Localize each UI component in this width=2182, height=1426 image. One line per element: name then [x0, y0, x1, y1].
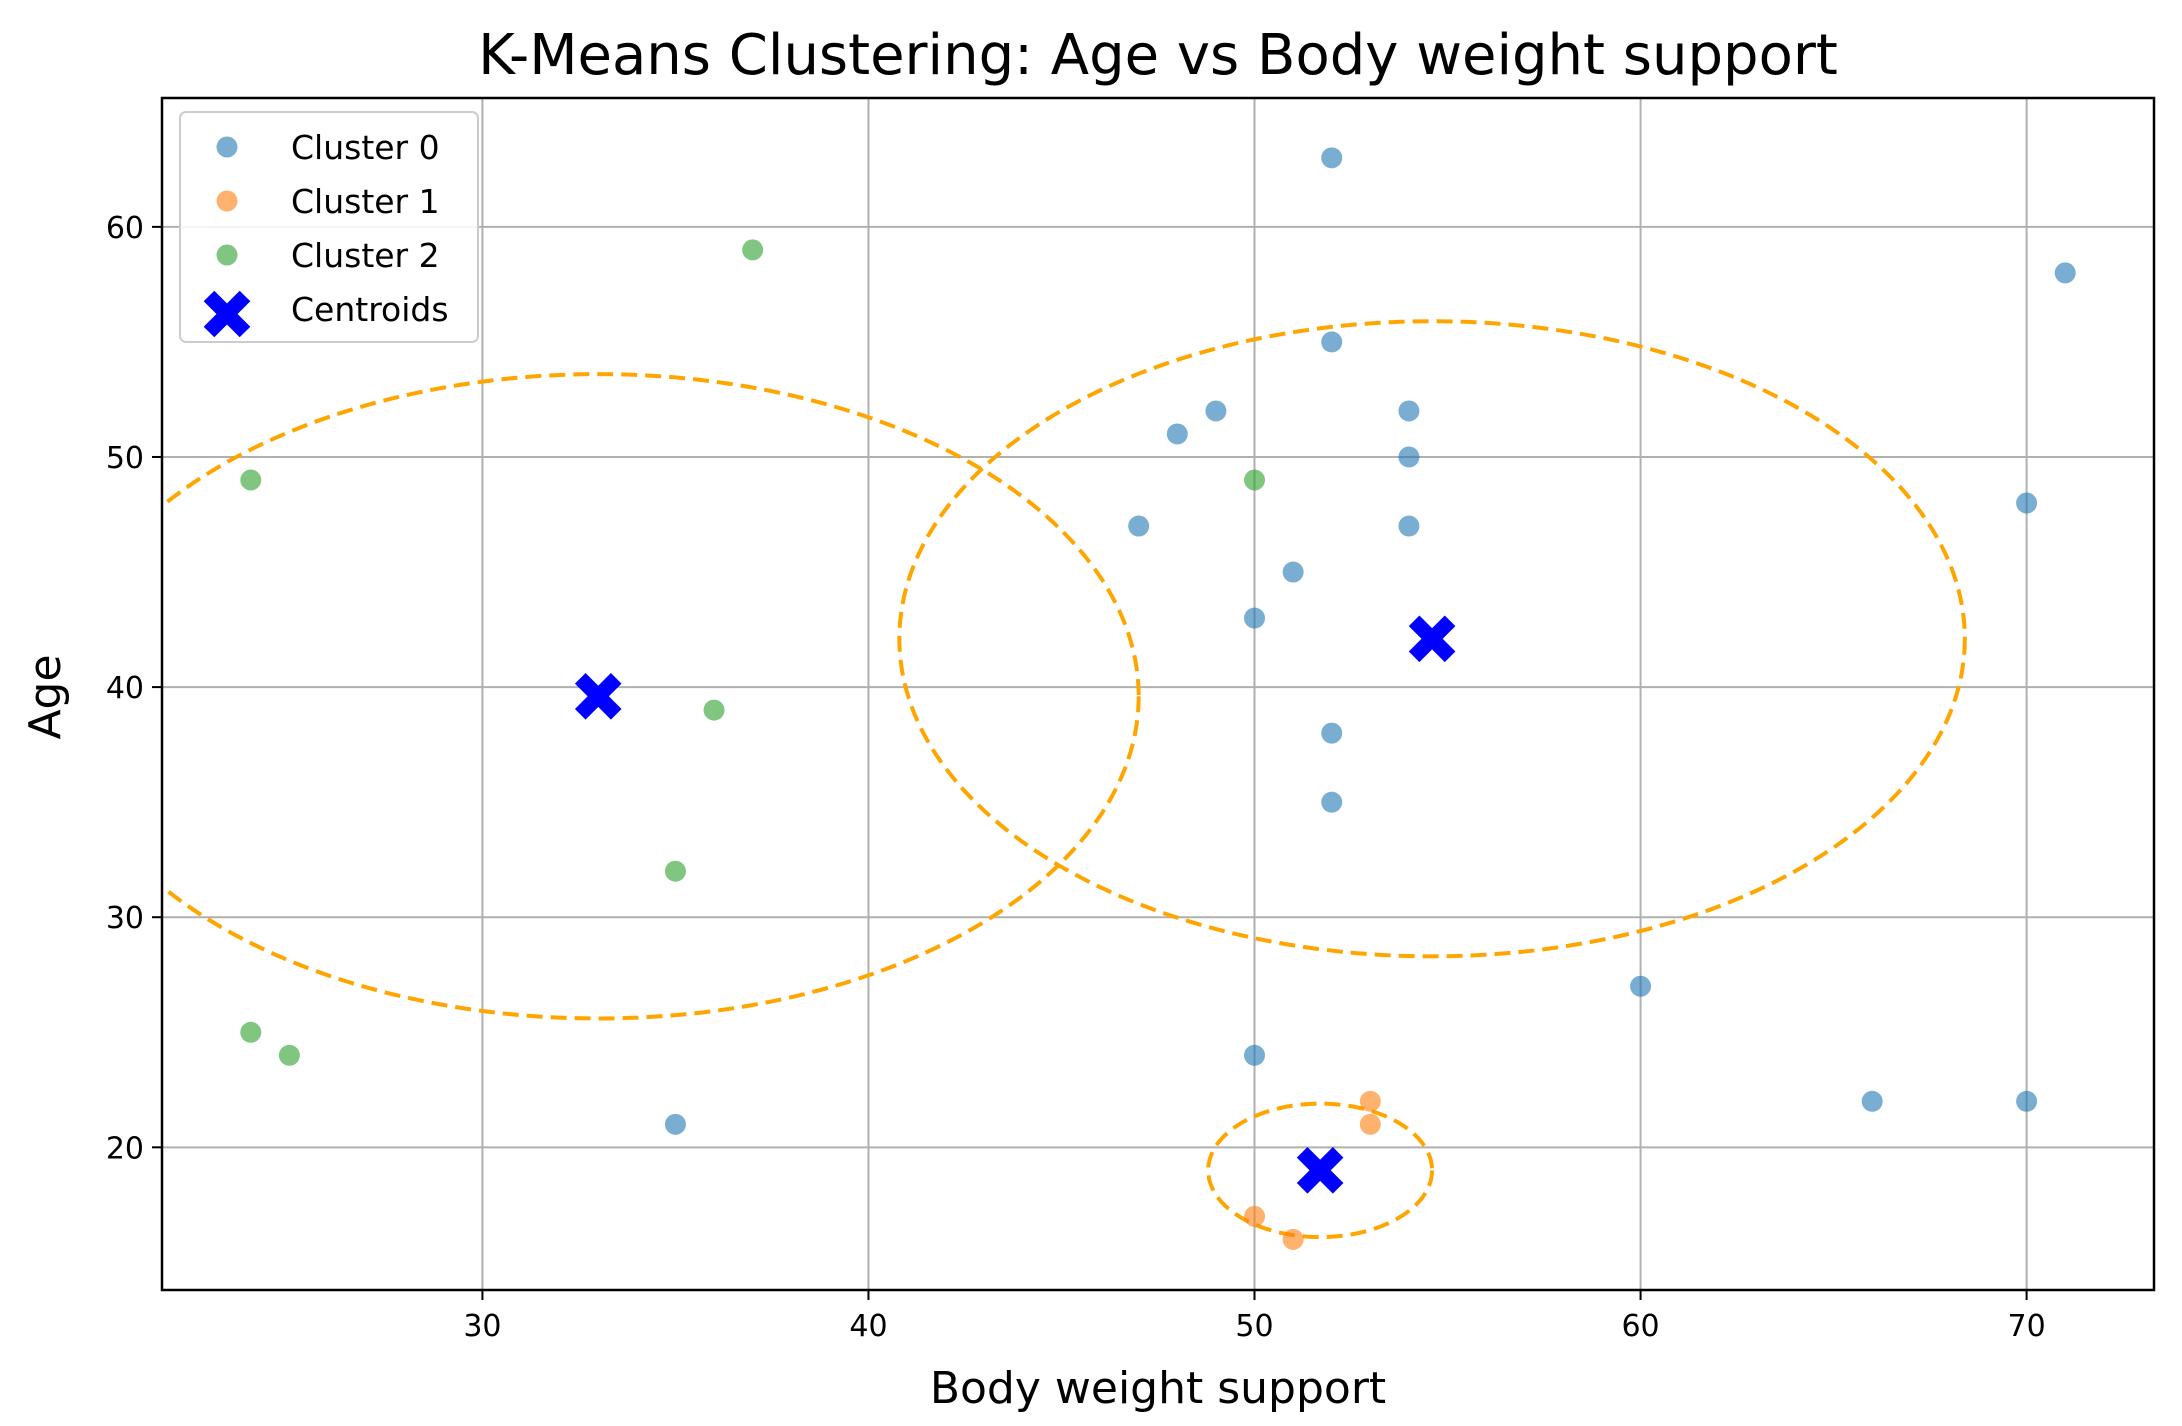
cluster-1-point	[1244, 1205, 1266, 1227]
cluster-1-point	[1282, 1228, 1304, 1250]
cluster-0-point	[1205, 400, 1227, 422]
cluster-ellipse	[1206, 1101, 1435, 1240]
cluster-0-point	[1128, 515, 1150, 537]
legend-marker	[216, 190, 238, 212]
y-axis-label: Age	[20, 654, 71, 739]
cluster-0-point	[1398, 400, 1420, 422]
x-tick-label: 60	[1621, 1309, 1659, 1344]
y-tick-label: 40	[106, 671, 144, 706]
cluster-2-point	[278, 1044, 300, 1066]
legend-marker	[216, 136, 238, 158]
cluster-0-point	[1166, 423, 1188, 445]
grid	[162, 98, 2154, 1290]
centroid-marker	[1296, 1147, 1344, 1194]
data-points	[240, 147, 2076, 1250]
cluster-2-point	[664, 860, 686, 882]
plot-area-frame	[160, 96, 2156, 1292]
cluster-2-point	[240, 1021, 262, 1043]
legend-centroid-marker	[203, 290, 251, 338]
cluster-0-point	[2016, 492, 2038, 514]
cluster-0-point	[1398, 446, 1420, 468]
cluster-0-point	[1244, 607, 1266, 629]
x-tick-label: 40	[849, 1309, 887, 1344]
y-tick-label: 20	[106, 1131, 144, 1166]
x-tick-label: 30	[463, 1309, 501, 1344]
y-tick-label: 60	[106, 211, 144, 246]
centroid-marker	[1408, 615, 1456, 663]
legend-label: Cluster 2	[291, 236, 440, 275]
cluster-0-point	[1282, 561, 1304, 583]
cluster-ellipses	[162, 319, 1967, 1240]
cluster-0-point	[1321, 722, 1343, 744]
legend-label: Cluster 1	[291, 182, 440, 221]
cluster-0-point	[1321, 147, 1343, 169]
centroid-markers	[574, 615, 1456, 1194]
cluster-1-point	[1359, 1090, 1381, 1112]
cluster-0-point	[1321, 791, 1343, 813]
cluster-2-point	[240, 469, 262, 491]
cluster-2-point	[703, 699, 725, 721]
cluster-0-point	[2054, 262, 2076, 284]
legend-label: Cluster 0	[291, 128, 440, 167]
legend: Cluster 0 Cluster 1 Cluster 2 Centroids	[179, 111, 479, 343]
cluster-ellipse	[162, 372, 1141, 1021]
cluster-0-point	[1244, 1044, 1266, 1066]
legend-marker	[216, 244, 238, 266]
cluster-1-point	[1359, 1113, 1381, 1135]
cluster-0-point	[1630, 975, 1652, 997]
cluster-ellipse	[897, 319, 1967, 959]
axis-ticks: 30 40 50 60 70 20 30 40 50 60	[106, 211, 2046, 1344]
x-tick-label: 70	[2008, 1309, 2046, 1344]
legend-label: Centroids	[291, 290, 449, 329]
x-tick-label: 50	[1235, 1309, 1273, 1344]
cluster-0-point	[1321, 331, 1343, 353]
cluster-0-point	[1398, 515, 1420, 537]
cluster-2-point	[742, 239, 764, 261]
centroid-marker	[574, 672, 622, 720]
y-tick-label: 50	[106, 441, 144, 476]
x-axis-label: Body weight support	[930, 1363, 1386, 1414]
cluster-2-point	[1244, 469, 1266, 491]
cluster-0-point	[1861, 1090, 1883, 1112]
cluster-0-point	[664, 1113, 686, 1135]
cluster-0-point	[2016, 1090, 2038, 1112]
legend-box	[179, 111, 479, 343]
y-tick-label: 30	[106, 901, 144, 936]
chart-title: K-Means Clustering: Age vs Body weight s…	[478, 23, 1838, 88]
